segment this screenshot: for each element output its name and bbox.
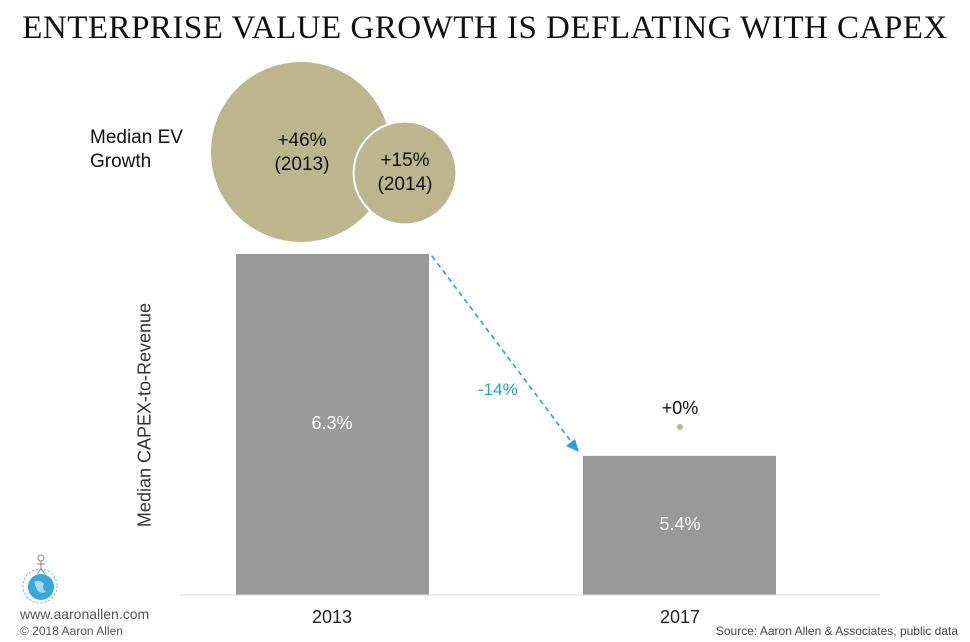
bubble-label-1-year: (2014) [377,174,433,195]
bubble-label-2-value: +0% [661,398,699,418]
bubble-label-0-value: +46% [277,130,327,151]
bar-2017 [583,455,776,595]
globe-logo-icon [22,554,58,604]
source-note: Source: Aaron Allen & Associates, public… [715,624,958,638]
ev-growth-label: Median EV Growth [90,127,183,172]
x-tick-2017: 2017 [659,607,701,627]
trend-arrow [431,255,577,449]
change-annotation: -14% [478,380,518,399]
bar-label-0: 6.3% [311,413,353,433]
bubble-label-0-year: (2013) [274,154,330,175]
bubble-1 [352,120,458,226]
bubble-2 [677,424,683,430]
website-link[interactable]: www.aaronallen.com [20,606,150,622]
bubble-label-1-value: +15% [380,150,430,171]
bar-2013 [236,254,429,595]
y-axis-label: Median CAPEX-to-Revenue [134,302,155,528]
chart-title: ENTERPRISE VALUE GROWTH IS DEFLATING WIT… [22,10,948,46]
bubble-0 [211,62,391,242]
x-tick-2013: 2013 [311,607,353,627]
copyright: © 2018 Aaron Allen [20,624,123,638]
bar-label-1: 5.4% [659,514,701,534]
arrow-head-icon [566,439,579,452]
